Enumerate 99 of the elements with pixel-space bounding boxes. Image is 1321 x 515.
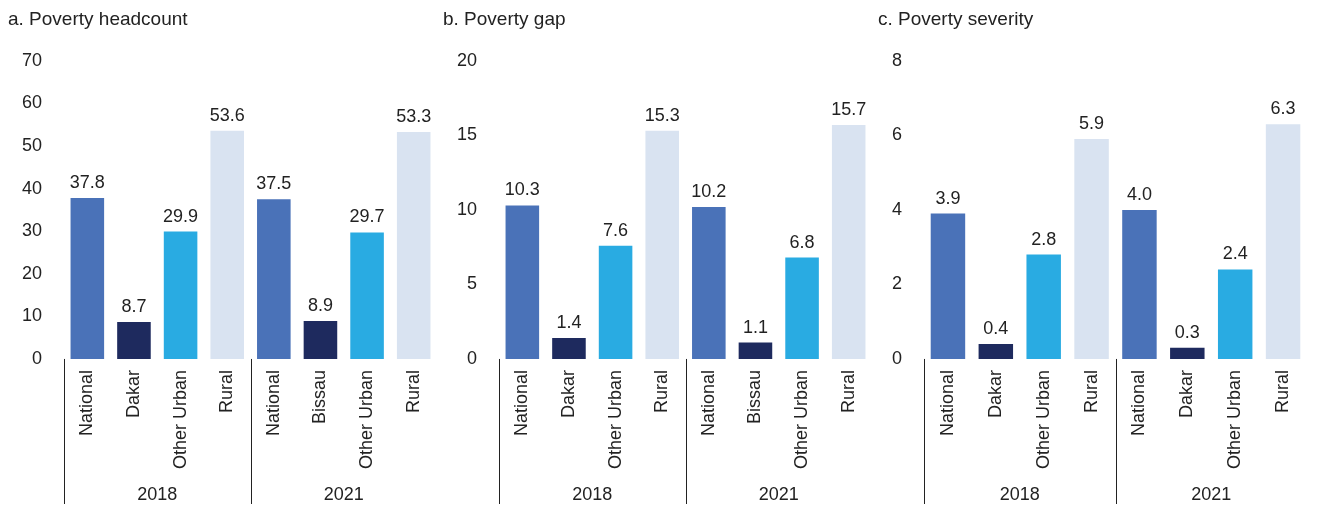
data-label: 10.2 [691,180,727,201]
x-tick-label: Dakar [984,369,1005,418]
data-label: 1.1 [742,316,768,337]
x-tick-label: Rural [1080,369,1101,413]
y-tick-label: 5 [467,273,478,294]
bar [930,213,966,359]
x-tick-label: Other Urban [1224,369,1245,469]
x-tick-label: Rural [216,369,237,413]
bar [598,245,633,359]
data-label: 0.3 [1174,321,1200,342]
chart-title: b. Poverty gap [443,8,567,31]
data-label: 29.9 [163,205,199,226]
bar [831,124,866,359]
x-tick-label: Other Urban [169,369,190,469]
chart-title: a. Poverty headcount [8,8,189,31]
x-tick-label: Other Urban [1032,369,1053,469]
y-tick-label: 20 [456,49,478,70]
x-tick-label: Other Urban [791,369,812,469]
data-label: 37.8 [69,171,105,192]
bar [1074,139,1109,359]
data-label: 1.4 [556,312,582,333]
text: 2021 [323,483,364,504]
data-label: 8.7 [121,295,147,316]
data-label: 8.9 [307,295,333,316]
x-tick-label: Rural [837,369,858,413]
x-tick-label: Dakar [122,369,143,418]
bar [396,131,431,359]
x-tick-label: National [511,369,532,436]
y-tick-label: 0 [467,347,478,368]
bar [303,321,338,359]
data-label: 0.4 [983,318,1009,339]
x-tick-label: Rural [402,369,423,413]
data-label: 29.7 [349,206,385,227]
y-tick-label: 70 [21,49,43,70]
y-tick-label: 40 [21,177,43,198]
data-label: 2.4 [1222,243,1248,264]
x-tick-label: Rural [1272,369,1293,413]
bar [257,199,291,359]
bar [692,206,726,359]
x-tick-label: National [936,369,957,436]
bar [1122,209,1157,359]
x-tick-label: Rural [651,369,672,413]
data-label: 53.3 [396,105,432,126]
y-tick-label: 10 [456,198,478,219]
x-tick-label: Bissau [309,369,330,424]
bar [70,197,105,359]
bar [1026,254,1061,359]
bar [505,205,540,359]
text: 2018 [999,483,1040,504]
bar [978,344,1014,359]
data-label: 15.7 [831,98,867,119]
x-tick-label: National [697,369,718,436]
bar [117,321,151,359]
text: 2021 [758,483,799,504]
bar [645,130,679,359]
text: 2021 [1191,483,1232,504]
bar [1265,124,1301,359]
x-tick-label: Dakar [557,369,578,418]
bar [210,130,244,359]
bar [738,342,773,359]
data-label: 37.5 [256,173,292,194]
bar [350,232,384,359]
data-label: 53.6 [209,104,245,125]
data-label: 5.9 [1079,113,1105,134]
y-tick-label: 2 [892,273,903,294]
y-tick-label: 50 [21,134,43,155]
text: 2018 [137,483,178,504]
chart-title: c. Poverty severity [878,8,1035,31]
x-tick-label: Other Urban [356,369,377,469]
data-label: 10.3 [504,179,540,200]
bar [1217,269,1253,359]
x-tick-label: Other Urban [604,369,625,469]
data-label: 3.9 [935,187,961,208]
data-label: 4.0 [1126,183,1152,204]
data-label: 7.6 [603,219,629,240]
y-tick-label: 10 [21,305,43,326]
y-tick-label: 20 [21,262,43,283]
bar [552,338,586,359]
y-tick-label: 0 [892,347,903,368]
data-label: 6.8 [789,231,815,252]
data-label: 2.8 [1031,228,1057,249]
y-tick-label: 60 [21,92,43,113]
text: 2018 [572,483,613,504]
x-tick-label: National [76,369,97,436]
bar [163,231,198,359]
data-label: 6.3 [1270,98,1296,119]
y-tick-label: 4 [892,198,903,219]
y-tick-label: 0 [32,347,43,368]
y-tick-label: 15 [456,124,478,145]
y-tick-label: 30 [21,220,43,241]
y-tick-label: 8 [892,49,903,70]
x-tick-label: National [1128,369,1149,436]
bar [785,257,819,359]
x-tick-label: Dakar [1176,369,1197,418]
y-tick-label: 6 [892,124,903,145]
bar [1170,347,1205,359]
x-tick-label: National [262,369,283,436]
x-tick-label: Bissau [744,369,765,424]
data-label: 15.3 [644,104,680,125]
